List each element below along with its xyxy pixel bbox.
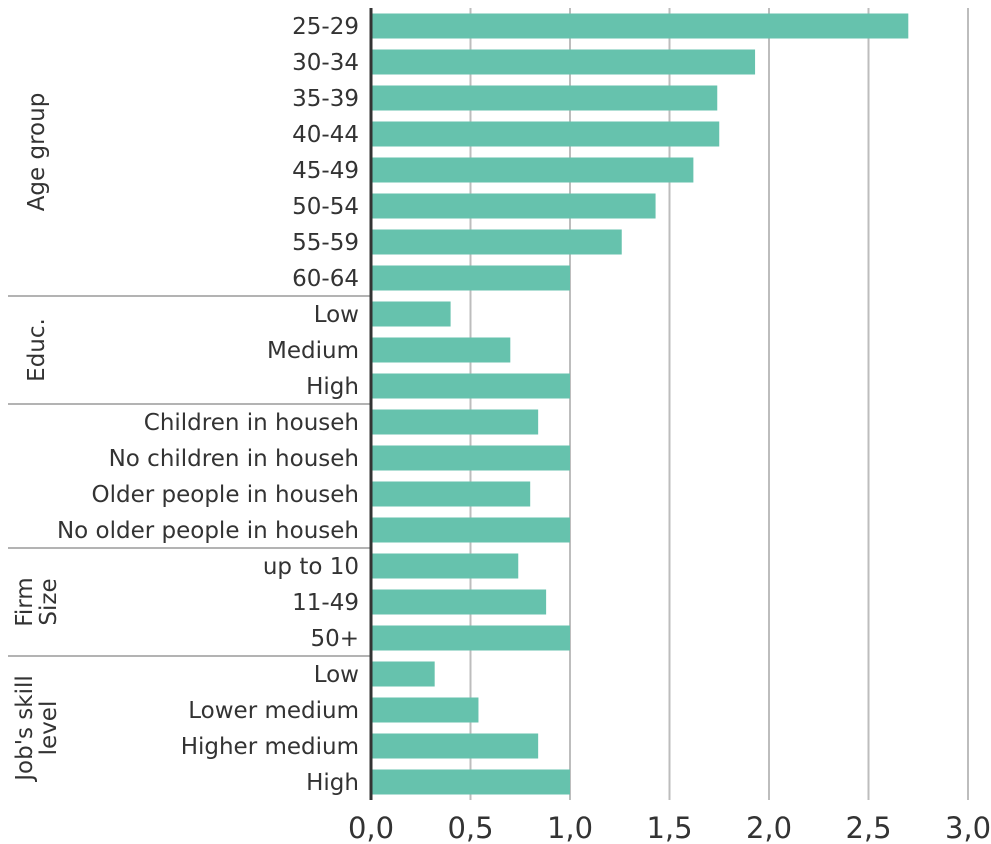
category-label: 25-29 bbox=[292, 14, 359, 40]
category-label: Older people in househ bbox=[92, 482, 360, 508]
category-labels: 25-29 30-34 35-39 40-44 45-49 50-54 55-59 60-64… bbox=[57, 14, 359, 796]
x-tick-label: 1,5 bbox=[646, 811, 692, 844]
bar bbox=[371, 301, 451, 327]
category-label: Lower medium bbox=[188, 698, 359, 724]
bar bbox=[371, 49, 756, 75]
category-label: No children in househ bbox=[109, 446, 359, 472]
bar bbox=[371, 193, 656, 219]
bar bbox=[371, 157, 694, 183]
category-label: Higher medium bbox=[181, 734, 359, 760]
bar bbox=[371, 697, 479, 723]
bar bbox=[371, 445, 570, 471]
x-tick-label: 3,0 bbox=[945, 811, 991, 844]
x-tick-label: 2,5 bbox=[845, 811, 891, 844]
bar bbox=[371, 733, 539, 759]
x-tick-label: 0,0 bbox=[348, 811, 394, 844]
bar bbox=[371, 625, 570, 651]
category-label: 60-64 bbox=[292, 266, 359, 292]
category-label: High bbox=[306, 374, 359, 400]
bar bbox=[371, 229, 622, 255]
bar bbox=[371, 589, 547, 615]
bar bbox=[371, 373, 570, 399]
category-label: Low bbox=[314, 302, 359, 328]
group-label: Educ. bbox=[24, 318, 50, 382]
category-label: up to 10 bbox=[263, 554, 359, 580]
category-label: 55-59 bbox=[292, 230, 359, 256]
bars bbox=[371, 13, 909, 795]
bar bbox=[371, 337, 511, 363]
category-label: 30-34 bbox=[292, 50, 359, 76]
category-label: 50-54 bbox=[292, 194, 359, 220]
group-label: Job's skilllevel bbox=[12, 675, 62, 783]
group-label: FirmSize bbox=[12, 577, 62, 626]
group-separators bbox=[8, 295, 371, 657]
x-tick-label: 0,5 bbox=[447, 811, 493, 844]
category-label: 50+ bbox=[310, 626, 359, 652]
bar bbox=[371, 121, 720, 147]
group-labels: Age group Educ. FirmSize Job's skilllevel bbox=[12, 93, 62, 783]
category-label: High bbox=[306, 770, 359, 796]
bar bbox=[371, 85, 718, 111]
group-label: Age group bbox=[24, 93, 50, 212]
bar bbox=[371, 481, 531, 507]
x-axis-ticks: 0,0 0,5 1,0 1,5 2,0 2,5 3,0 bbox=[348, 811, 991, 844]
category-label: Medium bbox=[267, 338, 359, 364]
bar bbox=[371, 661, 435, 687]
category-label: Low bbox=[314, 662, 359, 688]
bar bbox=[371, 553, 519, 579]
bar bbox=[371, 265, 570, 291]
category-label: 11-49 bbox=[292, 590, 359, 616]
category-label: 35-39 bbox=[292, 86, 359, 112]
bar bbox=[371, 409, 539, 435]
category-label: No older people in househ bbox=[57, 518, 359, 544]
x-tick-label: 1,0 bbox=[547, 811, 593, 844]
category-label: 40-44 bbox=[292, 122, 359, 148]
x-tick-label: 2,0 bbox=[746, 811, 792, 844]
category-label: Children in househ bbox=[144, 410, 359, 436]
bar bbox=[371, 769, 570, 795]
category-label: 45-49 bbox=[292, 158, 359, 184]
bar bbox=[371, 517, 570, 543]
bar bbox=[371, 13, 909, 39]
